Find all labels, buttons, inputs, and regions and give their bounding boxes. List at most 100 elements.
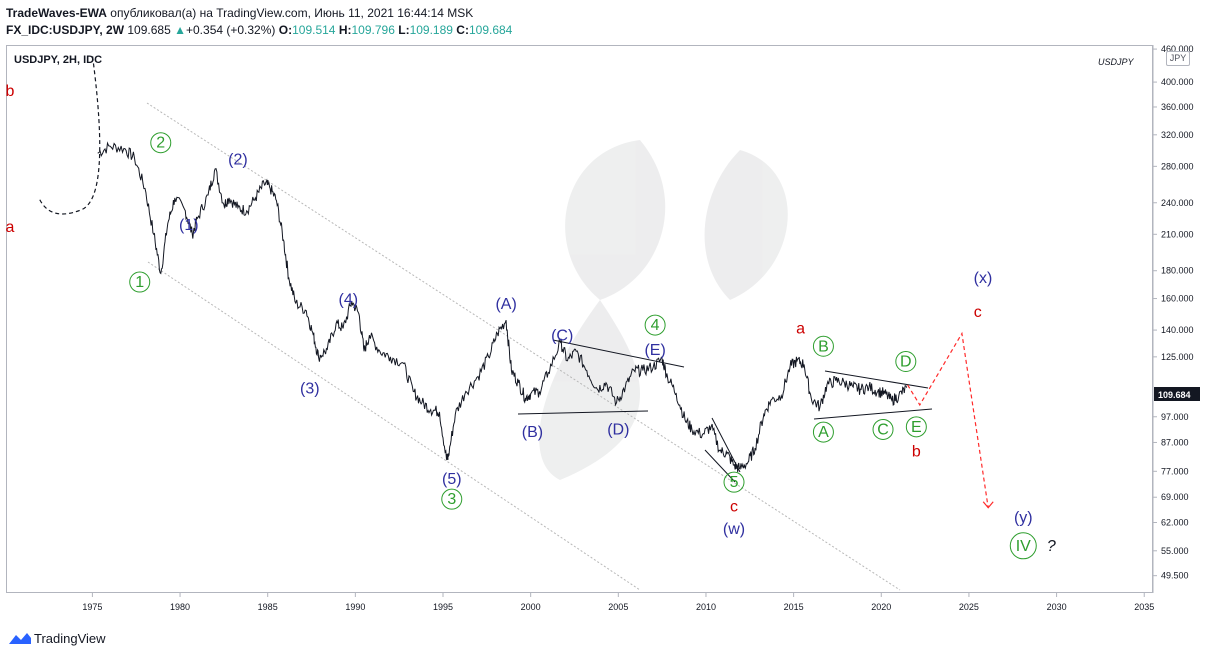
watermark-leaf-right [704, 150, 788, 300]
y-tick-label: 280.000 [1161, 161, 1194, 171]
wave-label-circle [895, 350, 917, 372]
pane-symbol-watermark: USDJPY [1098, 57, 1134, 67]
wave-label: IV [1016, 538, 1031, 555]
x-tick-label: 2010 [696, 602, 716, 612]
wave-label: (5) [442, 471, 462, 488]
price-line [97, 141, 908, 473]
wave-label: b [912, 443, 921, 460]
wave-label-circle [812, 421, 834, 443]
change-up-icon: ▲ [174, 23, 186, 37]
x-tick-label: 1990 [345, 602, 365, 612]
wave-label-circle [872, 418, 894, 440]
last-price-tag [1154, 387, 1200, 401]
wave-label-circle [723, 471, 745, 493]
wave-label: (B) [522, 424, 543, 441]
y-tick-label: 180.000 [1161, 266, 1194, 276]
wave-label: (y) [1014, 509, 1033, 526]
channel-upper-line [146, 102, 901, 591]
pane-title: USDJPY, 2H, IDC [14, 54, 103, 66]
y-tick-label: 55.000 [1161, 546, 1189, 556]
triangle-lower-line-2018 [813, 408, 933, 420]
wave-label: (4) [339, 292, 359, 309]
wave-label: 5 [730, 474, 739, 491]
x-tick-label: 2000 [521, 602, 541, 612]
wave-label: c [730, 498, 738, 515]
y-tick-label: 210.000 [1161, 229, 1194, 239]
symbol-label[interactable]: FX_IDC:USDJPY, 2W [6, 23, 125, 37]
y-tick-label: 460.000 [1161, 44, 1194, 54]
y-tick-label: 69.000 [1161, 492, 1189, 502]
projection-paths [39, 55, 994, 509]
wave-label-circle [812, 335, 834, 357]
wave-labels: b a 2 (2) (1) 1 (4) (3) (A) (C) 4 (E) (B) (D) (5) 3 5 c (w… [6, 83, 1056, 560]
x-tick-label: 2025 [959, 602, 979, 612]
triangle-lower-line-2003 [517, 410, 649, 415]
y-tick-label: 77.000 [1161, 466, 1189, 476]
low-value: 109.189 [409, 23, 453, 37]
last-price: 109.685 [127, 23, 171, 37]
watermark-leaf-bottom [539, 300, 640, 480]
projection-right-path [907, 331, 989, 508]
high-value: 109.796 [351, 23, 395, 37]
wave-label: a [6, 219, 15, 236]
wave-label: 4 [651, 317, 660, 334]
open-value: 109.514 [292, 23, 336, 37]
wave-label: (A) [495, 296, 516, 313]
channel-lower-line [147, 261, 641, 591]
wave-label: c [974, 304, 982, 321]
y-tick-label: 160.000 [1161, 294, 1194, 304]
wave-label: (x) [974, 270, 993, 287]
x-tick-label: 1995 [433, 602, 453, 612]
watermark-leaf-left [565, 140, 666, 300]
last-price-tag-label: 109.684 [1158, 390, 1191, 400]
tradingview-brand: TradingView [34, 631, 106, 646]
close-value: 109.684 [468, 23, 513, 37]
y-tick-label: 125.000 [1161, 352, 1194, 362]
y-tick-label: 87.000 [1161, 437, 1189, 447]
wave-label-circle [1009, 532, 1037, 560]
wave-label: B [818, 338, 829, 355]
x-tick-label: 2035 [1134, 602, 1154, 612]
wave-label: a [796, 320, 805, 337]
wave-label: b [6, 83, 15, 100]
high-label: H: [338, 23, 352, 37]
wave-label: (1) [179, 217, 199, 234]
wave-label-circle [441, 488, 463, 510]
author-name[interactable]: TradeWaves-EWA [6, 6, 107, 20]
y-tick-label: 320.000 [1161, 130, 1194, 140]
wave-label: (w) [723, 521, 745, 538]
x-tick-label: 2020 [871, 602, 891, 612]
wave-label: (3) [300, 381, 320, 398]
wave-label: 2 [156, 135, 165, 152]
wave-label-circle [905, 416, 927, 438]
x-tick-label: 2005 [608, 602, 628, 612]
y-tick-label: 360.000 [1161, 102, 1194, 112]
wedge-lower-line [704, 449, 736, 483]
x-tick-label: 1975 [82, 602, 102, 612]
wave-label: E [911, 419, 922, 436]
price-change: +0.354 (+0.32%) [186, 23, 276, 37]
chart-header: TradeWaves-EWA опубликовал(а) на Trading… [6, 4, 1146, 40]
wave-label-circle [150, 132, 172, 154]
triangle-upper-line-2018 [824, 370, 929, 389]
wave-label-circle [644, 314, 666, 336]
wave-label-circle [129, 271, 151, 293]
open-label: O: [278, 23, 293, 37]
watermark-logo [539, 140, 788, 480]
x-tick-label: 2015 [784, 602, 804, 612]
publish-info: TradeWaves-EWA опубликовал(а) на Trading… [6, 6, 473, 20]
wave-label: (C) [551, 327, 573, 344]
price-series [97, 141, 908, 473]
wave-label: 3 [447, 491, 456, 508]
close-label: C: [456, 23, 469, 37]
axes: 1975 1980 1985 1990 1995 2000 2005 2010 2015 2020… [82, 44, 1193, 612]
y-tick-label: 400.000 [1161, 77, 1194, 87]
tradingview-icon [9, 633, 31, 644]
wave-label: (D) [607, 421, 629, 438]
symbol-info: FX_IDC:USDJPY, 2W 109.685 ▲+0.354 (+0.32… [6, 23, 512, 37]
wave-label: A [818, 424, 829, 441]
currency-label[interactable]: JPY [1166, 51, 1190, 66]
wave-label: 1 [135, 274, 144, 291]
x-tick-label: 1985 [258, 602, 278, 612]
